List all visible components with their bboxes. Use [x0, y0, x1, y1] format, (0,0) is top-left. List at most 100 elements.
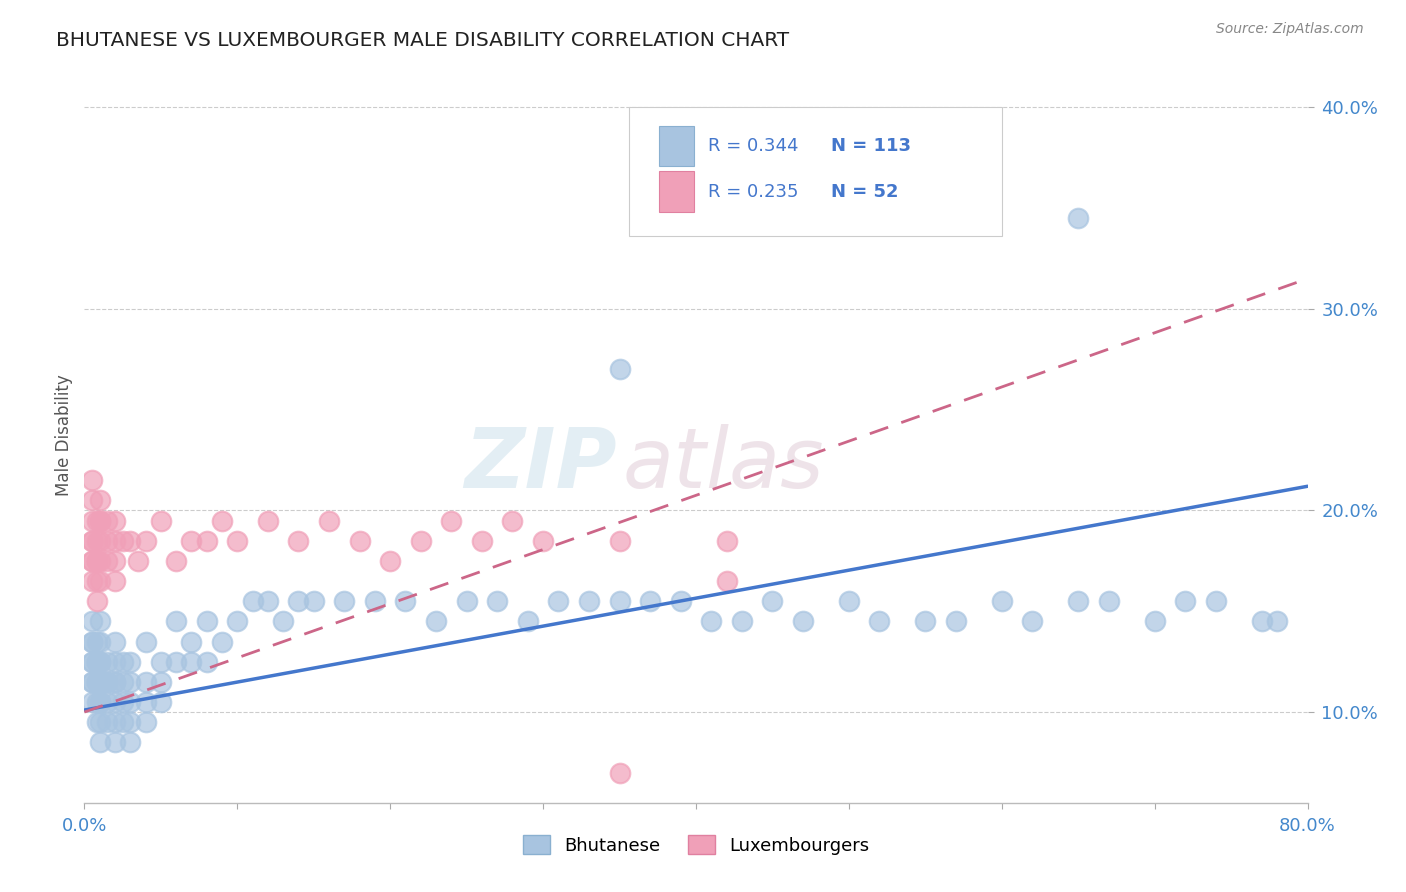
Point: [89, 615, 111, 629]
Point: [80, 655, 103, 669]
Point: [104, 574, 127, 588]
Point: [80, 493, 103, 508]
Text: Source: ZipAtlas.com: Source: ZipAtlas.com: [1216, 22, 1364, 37]
Point: [1021, 615, 1043, 629]
Text: R = 0.344: R = 0.344: [709, 137, 799, 155]
Point: [135, 695, 157, 709]
Point: [149, 674, 172, 689]
Point: [80, 514, 103, 528]
FancyBboxPatch shape: [628, 107, 1002, 236]
Point: [716, 533, 738, 548]
Point: [1174, 594, 1197, 608]
Point: [127, 554, 149, 568]
Point: [425, 615, 447, 629]
Point: [111, 674, 134, 689]
Point: [80, 634, 103, 648]
Point: [104, 634, 127, 648]
Point: [120, 715, 142, 730]
Point: [195, 615, 218, 629]
Point: [86, 594, 108, 608]
Point: [180, 634, 202, 648]
Point: [89, 533, 111, 548]
Point: [89, 655, 111, 669]
Text: BHUTANESE VS LUXEMBOURGER MALE DISABILITY CORRELATION CHART: BHUTANESE VS LUXEMBOURGER MALE DISABILIT…: [56, 31, 789, 50]
Point: [104, 695, 127, 709]
Point: [120, 735, 142, 749]
Point: [86, 695, 108, 709]
Point: [195, 533, 218, 548]
Point: [86, 554, 108, 568]
Point: [609, 765, 631, 780]
Point: [945, 615, 967, 629]
Point: [104, 655, 127, 669]
Text: N = 113: N = 113: [831, 137, 911, 155]
Point: [89, 674, 111, 689]
Point: [104, 674, 127, 689]
Point: [80, 554, 103, 568]
Point: [80, 554, 103, 568]
Point: [318, 514, 340, 528]
Point: [104, 514, 127, 528]
Point: [89, 735, 111, 749]
Point: [638, 594, 661, 608]
Point: [96, 695, 118, 709]
Y-axis label: Male Disability: Male Disability: [55, 374, 73, 496]
Point: [838, 594, 860, 608]
Bar: [659, 126, 693, 166]
Point: [761, 594, 783, 608]
Point: [96, 715, 118, 730]
Point: [531, 533, 554, 548]
Point: [1143, 615, 1166, 629]
Point: [86, 634, 108, 648]
Point: [86, 655, 108, 669]
Point: [380, 554, 402, 568]
Point: [120, 695, 142, 709]
Point: [80, 655, 103, 669]
Point: [111, 695, 134, 709]
Point: [502, 514, 524, 528]
Point: [180, 533, 202, 548]
Point: [578, 594, 600, 608]
Legend: Bhutanese, Luxembourgers: Bhutanese, Luxembourgers: [513, 826, 879, 863]
Text: ZIP: ZIP: [464, 424, 616, 505]
Point: [89, 634, 111, 648]
Text: N = 52: N = 52: [831, 183, 898, 201]
Point: [135, 674, 157, 689]
Point: [226, 533, 249, 548]
Point: [471, 533, 494, 548]
Point: [914, 615, 936, 629]
Point: [111, 715, 134, 730]
Point: [104, 554, 127, 568]
Point: [120, 674, 142, 689]
Point: [149, 695, 172, 709]
Point: [609, 533, 631, 548]
Point: [1067, 594, 1090, 608]
Point: [86, 574, 108, 588]
Point: [486, 594, 509, 608]
Point: [80, 674, 103, 689]
Point: [96, 514, 118, 528]
Point: [89, 493, 111, 508]
Point: [86, 674, 108, 689]
Point: [287, 533, 309, 548]
Point: [547, 594, 569, 608]
Point: [104, 674, 127, 689]
Text: atlas: atlas: [623, 424, 824, 505]
Point: [700, 615, 723, 629]
Point: [96, 533, 118, 548]
Point: [271, 615, 294, 629]
Point: [86, 655, 108, 669]
Point: [89, 514, 111, 528]
Point: [96, 655, 118, 669]
Point: [80, 695, 103, 709]
Point: [211, 634, 233, 648]
Point: [731, 615, 754, 629]
Point: [135, 533, 157, 548]
Point: [1205, 594, 1227, 608]
Point: [302, 594, 325, 608]
Point: [104, 715, 127, 730]
Point: [165, 615, 187, 629]
Point: [86, 674, 108, 689]
Point: [257, 594, 280, 608]
Point: [409, 533, 432, 548]
